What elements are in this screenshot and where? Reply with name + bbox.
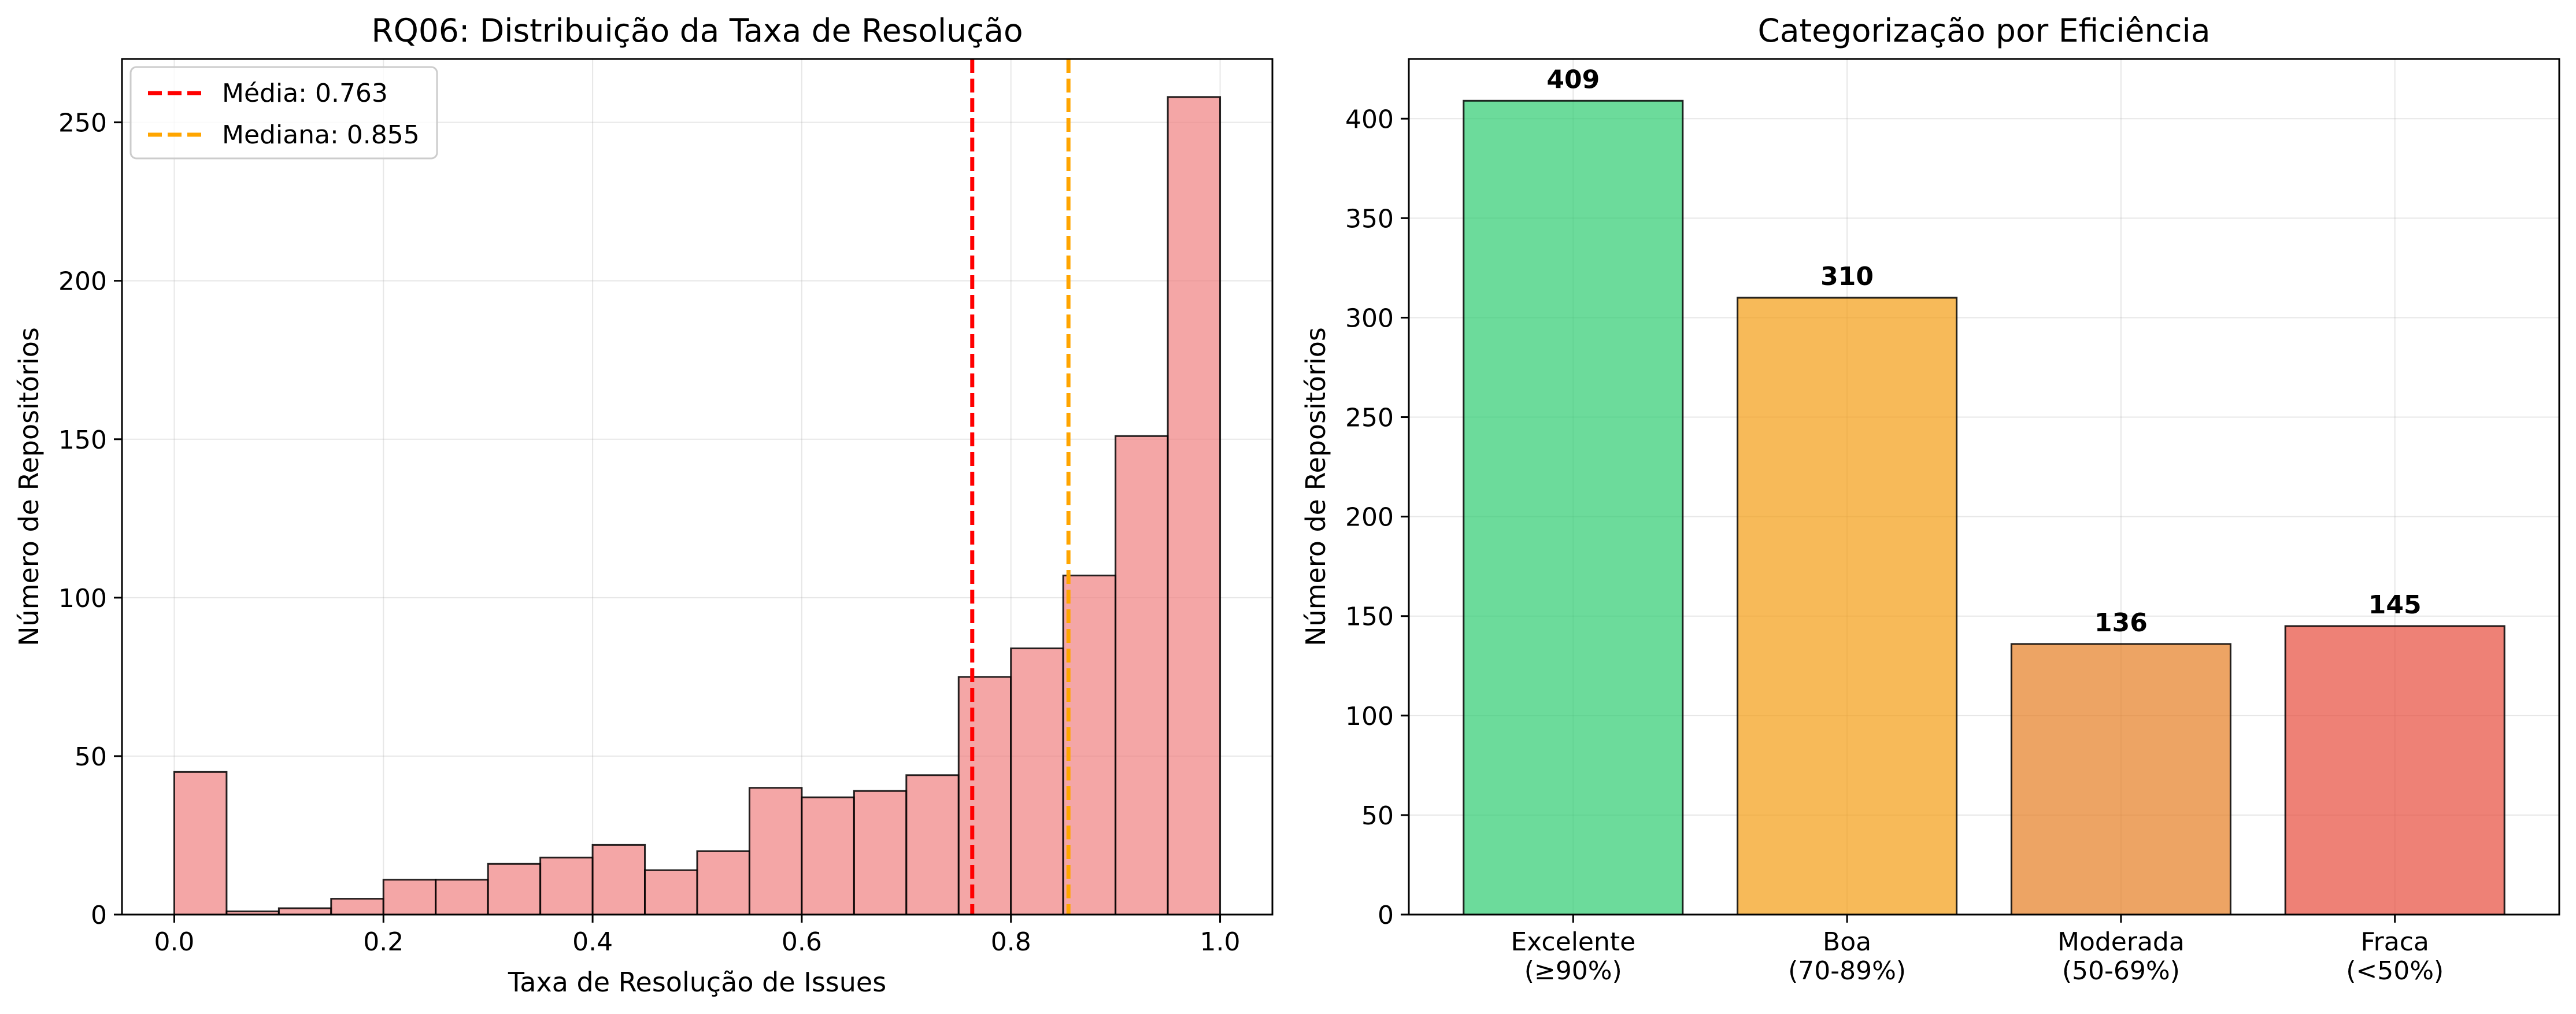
histogram-y-tick-label: 100 — [58, 584, 107, 613]
category-bar — [2284, 625, 2505, 916]
category-y-tick-label: 0 — [1378, 901, 1394, 930]
category-bar — [1737, 297, 1958, 916]
category-y-tick-label: 100 — [1345, 702, 1394, 731]
category-value-label: 136 — [2094, 608, 2148, 638]
histogram-y-tick-label: 0 — [91, 901, 107, 930]
category-x-tick-label: Excelente — [1511, 927, 1635, 957]
histogram-x-tick-label: 1.0 — [1200, 927, 1241, 957]
legend-box — [129, 66, 438, 160]
histogram-y-tick-label: 250 — [58, 109, 107, 138]
histogram-bar — [173, 771, 228, 916]
category-y-tick-label: 50 — [1361, 801, 1394, 831]
histogram-x-tick-label: 0.0 — [154, 927, 194, 957]
histogram-bar — [435, 879, 489, 916]
histogram-bar — [644, 869, 698, 916]
category-x-tick-range: (70-89%) — [1788, 956, 1906, 986]
histogram-bar — [801, 796, 855, 916]
category-value-label: 310 — [1820, 262, 1874, 291]
histogram-bar — [748, 787, 803, 916]
category-value-label: 409 — [1546, 65, 1600, 94]
category-bar-chart: Excelente(≥90%) Boa(70-89%) Moderada(50-69… — [1300, 12, 2560, 986]
histogram-bar — [539, 856, 594, 916]
category-plot-frame — [1408, 58, 2560, 916]
category-y-tick-label: 350 — [1345, 204, 1394, 234]
category-x-tick-label: Moderada — [2057, 927, 2185, 957]
category-bar — [1463, 99, 1684, 916]
histogram-title: RQ06: Distribuição da Taxa de Resolução — [371, 12, 1023, 49]
category-y-tick-label: 400 — [1345, 105, 1394, 134]
category-x-tick-label: Boa — [1823, 927, 1871, 957]
histogram-bar — [957, 676, 1012, 916]
histogram-bar — [1062, 574, 1117, 916]
category-bar — [2010, 643, 2231, 916]
histogram-legend: Média: 0.763 Mediana: 0.855 — [129, 66, 438, 160]
histogram-bar — [591, 843, 646, 916]
histogram-x-tick-label: 0.8 — [991, 927, 1031, 957]
legend-label-median: Mediana: 0.855 — [222, 120, 420, 150]
histogram-bar — [330, 898, 384, 916]
histogram-bar — [1115, 435, 1169, 916]
category-y-tick-label: 250 — [1345, 404, 1394, 433]
category-x-tick-range: (50-69%) — [2062, 956, 2180, 986]
histogram-bar — [487, 863, 542, 916]
histogram-y-axis-label: Número de Repositórios — [13, 327, 45, 646]
category-x-tick-label: Fraca — [2361, 927, 2429, 957]
histogram-x-tick-label: 0.6 — [782, 927, 822, 957]
category-y-tick-label: 200 — [1345, 503, 1394, 532]
histogram-bar — [1010, 647, 1064, 916]
histogram-y-tick-label: 50 — [75, 742, 107, 772]
histogram-bar — [853, 790, 908, 916]
histogram-plot-frame — [121, 58, 1274, 916]
histogram-bar — [905, 774, 960, 916]
histogram-x-tick-label: 0.2 — [363, 927, 404, 957]
legend-label-mean: Média: 0.763 — [222, 79, 388, 108]
category-x-tick-range: (<50%) — [2346, 956, 2444, 986]
histogram-bar — [382, 879, 437, 916]
histogram-x-tick-label: 0.4 — [572, 927, 613, 957]
category-title: Categorização por Eficiência — [1757, 12, 2210, 49]
category-y-tick-label: 300 — [1345, 304, 1394, 333]
category-y-tick-label: 150 — [1345, 602, 1394, 632]
histogram-bar — [696, 850, 750, 916]
histogram-bar — [277, 907, 332, 916]
category-value-label: 145 — [2368, 590, 2422, 620]
histogram-x-axis-label: Taxa de Resolução de Issues — [508, 967, 886, 998]
histogram-chart: 0.0 0.2 0.4 0.6 0.8 1.0 0 50 100 150 200 250 RQ06:… — [13, 12, 1274, 998]
histogram-y-tick-label: 200 — [58, 267, 107, 297]
category-x-tick-range: (≥90%) — [1524, 956, 1622, 986]
category-y-axis-label: Número de Repositórios — [1300, 327, 1331, 646]
histogram-bar — [1167, 96, 1222, 916]
histogram-y-tick-label: 150 — [58, 425, 107, 455]
